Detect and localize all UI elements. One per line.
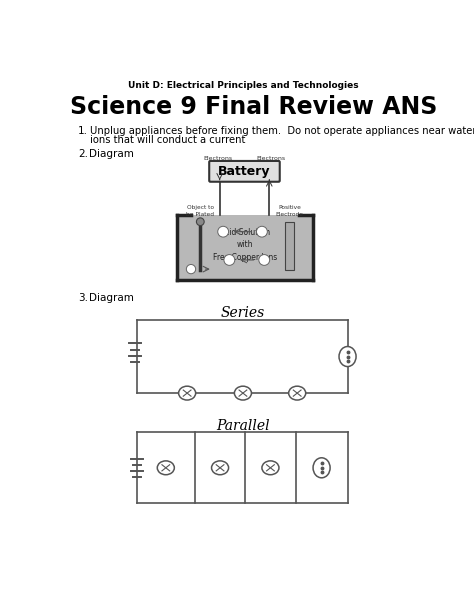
Bar	[285, 222, 294, 270]
Text: 2.: 2.	[78, 149, 88, 159]
Ellipse shape	[235, 386, 251, 400]
Text: ions that will conduct a current: ions that will conduct a current	[90, 135, 246, 145]
Ellipse shape	[313, 458, 330, 478]
Text: Unplug appliances before fixing them.  Do not operate appliances near water beca: Unplug appliances before fixing them. Do…	[90, 126, 474, 136]
Text: Acid Solution
with
Free Copper Ions: Acid Solution with Free Copper Ions	[213, 228, 277, 262]
Circle shape	[259, 254, 270, 265]
Text: Positive
Electrode: Positive Electrode	[275, 205, 303, 216]
Circle shape	[186, 264, 196, 274]
Text: Diagram: Diagram	[89, 149, 134, 159]
Circle shape	[224, 254, 235, 265]
Text: Series: Series	[221, 306, 265, 320]
Ellipse shape	[211, 461, 228, 474]
Ellipse shape	[262, 461, 279, 474]
Ellipse shape	[289, 386, 306, 400]
Text: Science 9 Final Review ANS: Science 9 Final Review ANS	[70, 95, 438, 119]
Ellipse shape	[157, 461, 174, 474]
Circle shape	[218, 226, 228, 237]
Text: 1.: 1.	[78, 126, 88, 136]
Text: Electrons: Electrons	[203, 156, 233, 161]
Text: Parallel: Parallel	[216, 419, 270, 433]
Text: 3.: 3.	[78, 293, 88, 303]
Text: Unit D: Electrical Principles and Technologies: Unit D: Electrical Principles and Techno…	[128, 82, 358, 90]
Circle shape	[196, 218, 204, 226]
Text: Battery: Battery	[218, 165, 271, 178]
Text: Object to
be Plated: Object to be Plated	[186, 205, 214, 216]
Circle shape	[256, 226, 267, 237]
Text: Diagram: Diagram	[89, 293, 134, 303]
FancyBboxPatch shape	[209, 161, 280, 181]
Ellipse shape	[339, 346, 356, 367]
Bar	[177, 215, 313, 280]
Text: Electrons: Electrons	[256, 156, 285, 161]
Ellipse shape	[179, 386, 196, 400]
